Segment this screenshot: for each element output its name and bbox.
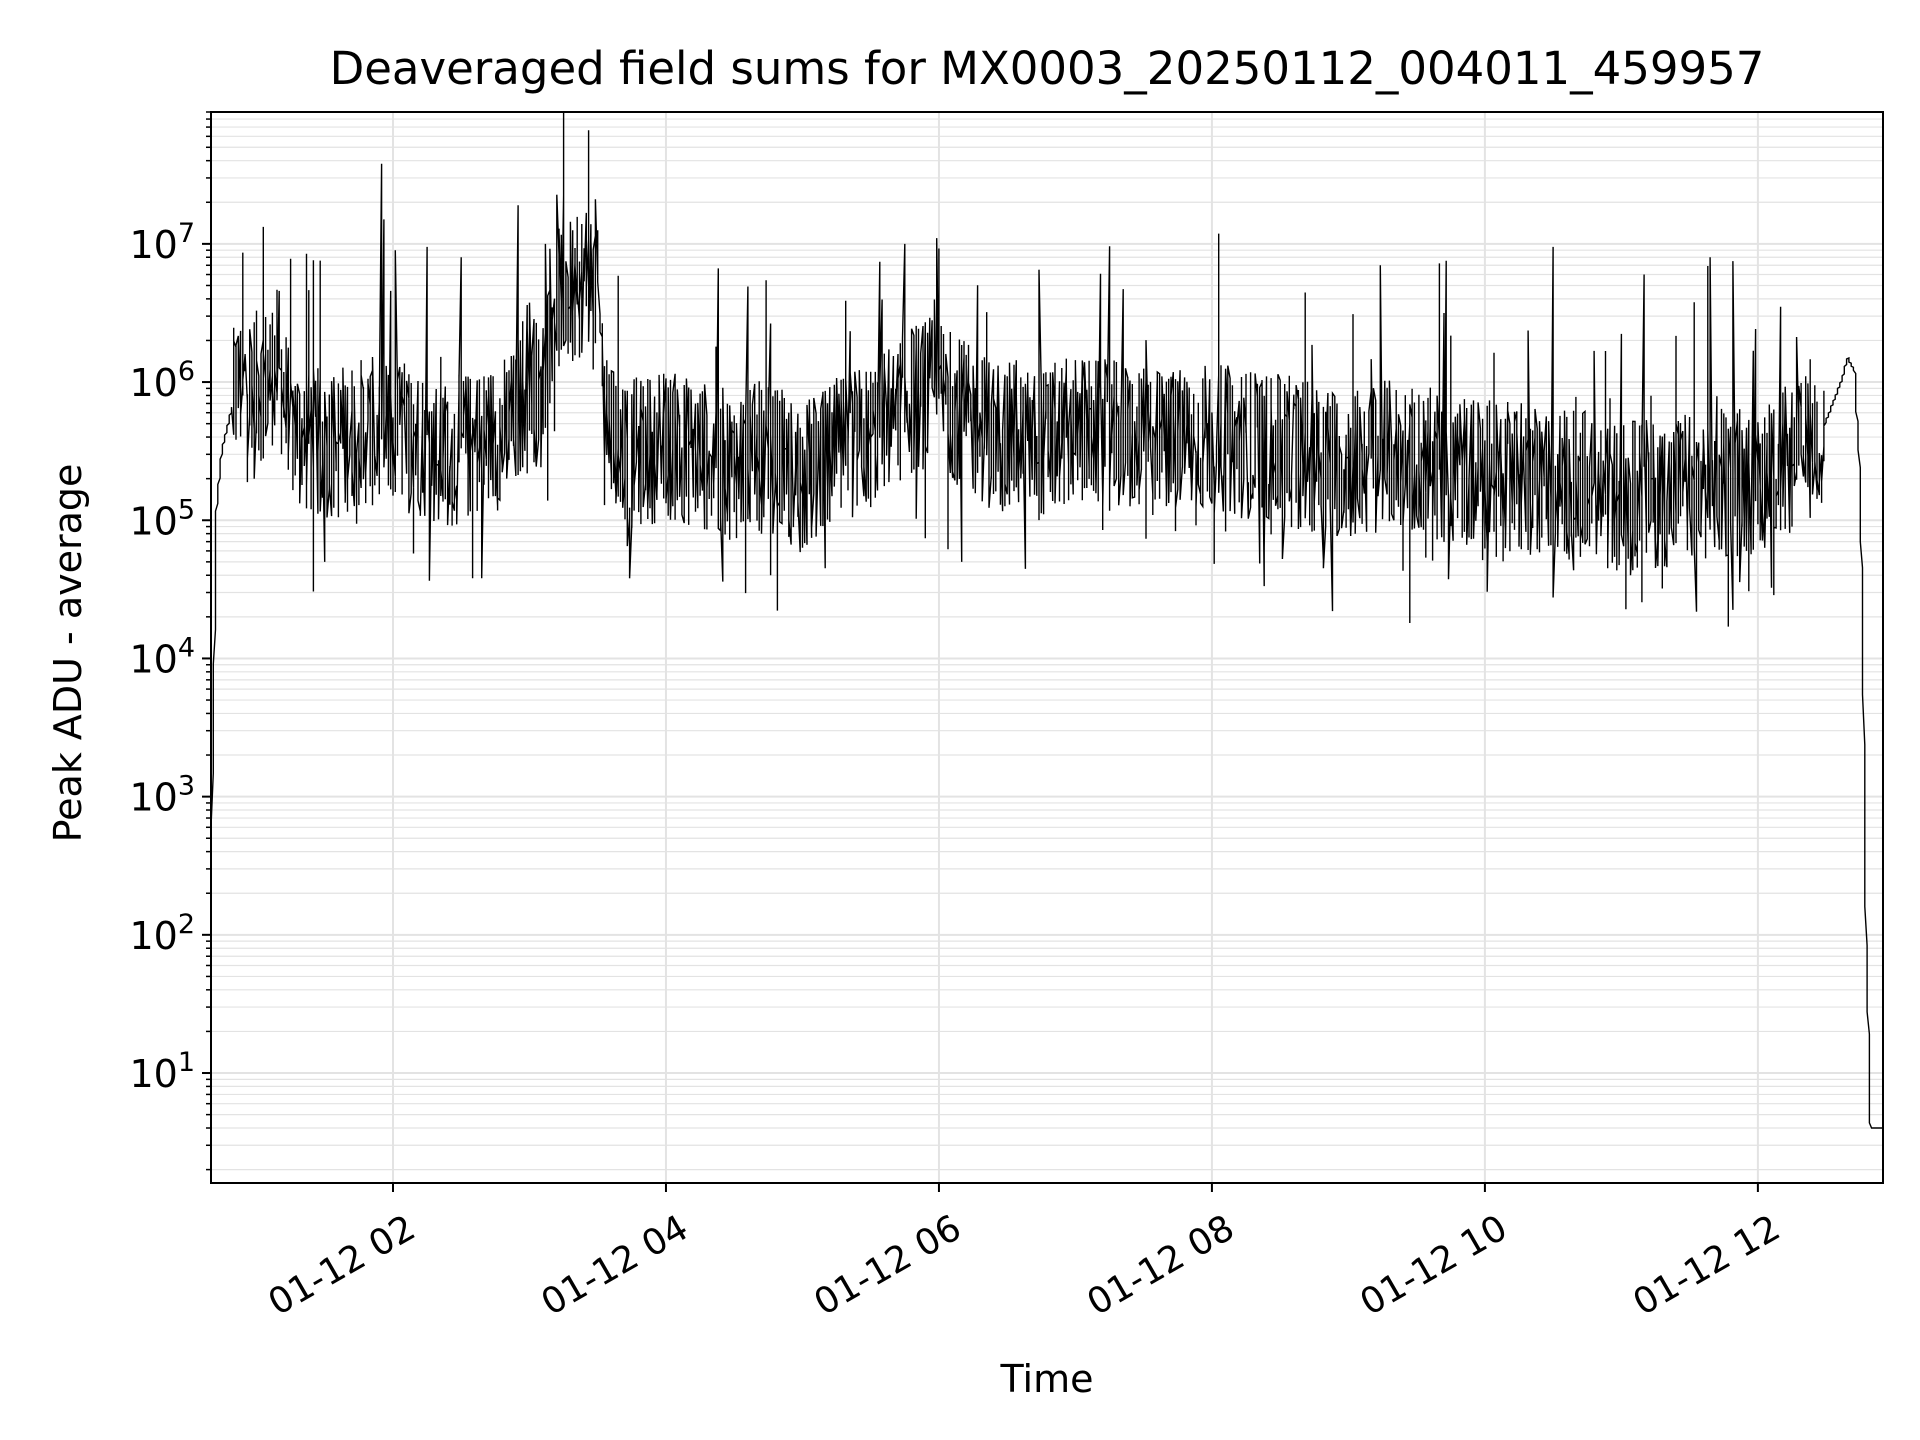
y-tick-label-exponent: 4 [178,632,195,663]
y-tick-label-exponent: 3 [178,771,195,802]
y-tick-label-base: 10 [129,499,177,543]
y-tick-label-base: 10 [129,776,177,820]
series-line [210,112,1883,1170]
y-tick-label: 107 [129,218,195,267]
y-tick-label-base: 10 [129,361,177,405]
x-tick-label: 01-12 08 [1081,1207,1242,1323]
y-tick-label-exponent: 7 [178,218,195,249]
y-tick-label-base: 10 [129,223,177,267]
y-tick-label: 104 [129,632,195,681]
x-tick-label: 01-12 12 [1627,1207,1788,1323]
y-tick-label-exponent: 1 [178,1047,195,1078]
y-tick-label-exponent: 6 [178,356,195,387]
x-tick-label: 01-12 02 [262,1207,423,1323]
y-tick-label-base: 10 [129,914,177,958]
y-tick-label: 106 [129,356,195,405]
y-tick-label: 105 [129,494,195,543]
y-tick-label: 102 [129,909,195,958]
y-tick-label-exponent: 5 [178,494,195,525]
x-tick-label: 01-12 04 [535,1207,696,1323]
plot-frame [210,111,1884,1184]
y-axis-label: Peak ADU - average [46,463,90,843]
y-tick-label-base: 10 [129,1052,177,1096]
chart-title: Deaveraged field sums for MX0003_2025011… [329,42,1765,95]
y-tick-label: 101 [129,1047,195,1096]
y-tick-label-exponent: 2 [178,909,195,940]
x-tick-label: 01-12 10 [1354,1207,1515,1323]
x-axis-label: Time [1000,1357,1094,1401]
y-tick-label: 103 [129,771,195,820]
y-tick-label-base: 10 [129,637,177,681]
x-tick-label: 01-12 06 [808,1207,969,1323]
